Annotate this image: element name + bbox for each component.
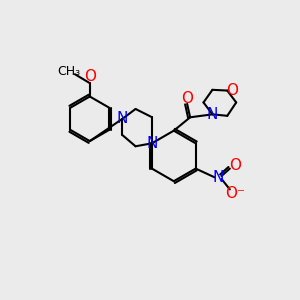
Text: N: N	[213, 170, 224, 185]
Text: CH₃: CH₃	[57, 65, 80, 78]
Text: O: O	[229, 158, 241, 172]
Text: O⁻: O⁻	[225, 186, 245, 201]
Text: N: N	[116, 111, 128, 126]
Text: O: O	[226, 83, 238, 98]
Text: O: O	[181, 91, 193, 106]
Text: O: O	[84, 69, 96, 84]
Text: N: N	[147, 136, 158, 151]
Text: N: N	[207, 107, 218, 122]
